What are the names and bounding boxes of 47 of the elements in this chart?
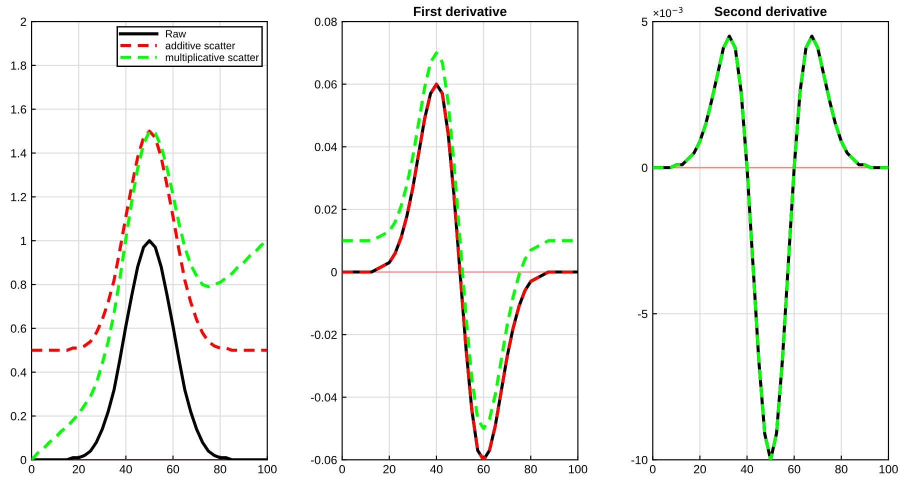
x-tick-label: 100	[880, 465, 898, 474]
x-tick-label: 80	[524, 465, 537, 474]
y-tick-label: -10	[631, 456, 648, 464]
x-tick-label: 100	[258, 465, 277, 474]
y-tick-label: 0	[642, 164, 648, 172]
x-tick-label: 20	[72, 465, 85, 474]
y-tick-label: 0	[331, 268, 337, 276]
y-tick-label: 1	[21, 236, 26, 245]
x-tick-label: 0	[339, 465, 345, 474]
chart-title: First derivative	[414, 6, 507, 16]
y-tick-label: 2	[20, 18, 26, 26]
legend-label: Raw	[166, 30, 186, 38]
x-tick-label: 80	[214, 465, 226, 474]
y-tick-label: -0.06	[310, 456, 337, 464]
y-tick-label: 1.4	[11, 149, 26, 158]
y-tick-label: 0.6	[10, 324, 26, 333]
y-tick-label: 1.6	[11, 105, 26, 114]
x-tick-label: 60	[478, 465, 490, 474]
y-tick-label: -0.04	[310, 393, 337, 402]
y-tick-label: 0	[20, 456, 26, 464]
x-tick-label: 0	[650, 465, 656, 474]
legend-label: multiplicative scatter	[166, 53, 259, 64]
x-tick-label: 80	[835, 465, 848, 474]
y-tick-label: 1.2	[11, 192, 26, 202]
x-tick-label: 20	[694, 465, 706, 474]
x-tick-label: 20	[383, 465, 396, 474]
y-tick-label: 0.2	[10, 412, 26, 420]
y-tick-label: 0.06	[314, 80, 337, 89]
x-tick-label: 60	[788, 465, 800, 474]
x-tick-label: 60	[167, 465, 180, 474]
x-tick-label: 100	[568, 465, 588, 474]
text: ×10$^{−3}$	[654, 6, 683, 18]
y-tick-label: 0.08	[314, 18, 337, 26]
x-tick-label: 40	[120, 465, 132, 474]
y-tick-label: -5	[638, 310, 648, 318]
y-tick-label: 0.02	[314, 205, 337, 214]
legend-label: additive scatter	[166, 42, 236, 50]
y-tick-label: 0.8	[10, 280, 26, 289]
y-tick-label: 0.4	[10, 368, 26, 377]
y-tick-label: 0.04	[314, 142, 337, 152]
x-tick-label: 40	[740, 465, 754, 474]
y-tick-label: 5	[642, 18, 648, 26]
x-tick-label: 0	[28, 465, 34, 474]
y-tick-label: 1.8	[11, 61, 26, 70]
y-tick-label: -0.02	[310, 330, 337, 340]
chart-title: Second derivative	[714, 6, 827, 16]
x-tick-label: 40	[430, 465, 443, 474]
